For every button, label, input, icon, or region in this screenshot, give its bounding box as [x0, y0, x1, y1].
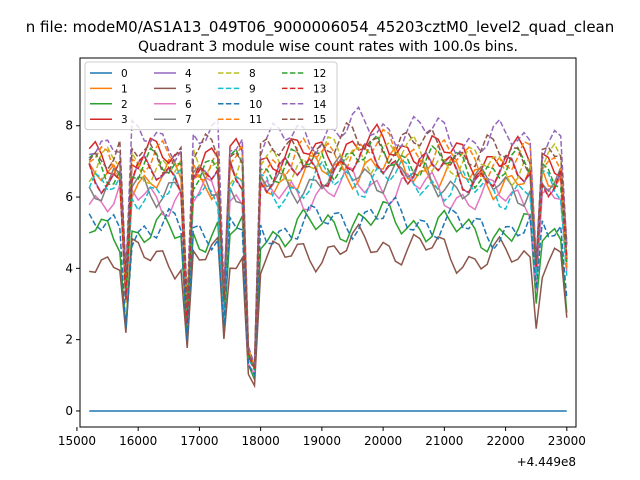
- series-line-2: [88, 200, 568, 380]
- legend-box: [84, 61, 338, 131]
- x-offset-label: +4.449e8: [517, 455, 576, 469]
- series-layer: [88, 105, 568, 412]
- y-tick-label: 0: [65, 404, 73, 418]
- legend-label-10: 10: [249, 99, 262, 111]
- series-line-11: [88, 128, 568, 368]
- plot-frame: [79, 57, 577, 428]
- y-tick-label: 4: [65, 261, 73, 275]
- legend-label-14: 14: [313, 99, 327, 111]
- x-tick-label: 22000: [486, 434, 524, 448]
- figure-suptitle: n file: modeM0/AS1A13_049T06_9000006054_…: [26, 18, 615, 37]
- x-tick-label: 21000: [425, 434, 463, 448]
- legend-label-3: 3: [121, 114, 128, 126]
- legend-label-0: 0: [121, 68, 128, 80]
- series-line-12: [88, 133, 568, 370]
- x-tick-label: 23000: [548, 434, 586, 448]
- legend-label-8: 8: [249, 68, 256, 80]
- x-tick-label: 17000: [180, 434, 218, 448]
- x-tick-label: 15000: [58, 434, 96, 448]
- y-tick-label: 2: [65, 333, 73, 347]
- series-line-5: [89, 223, 568, 389]
- series-line-3: [88, 122, 568, 369]
- x-tick-label: 20000: [364, 434, 402, 448]
- y-tick-label: 8: [65, 119, 73, 133]
- x-tick-label: 16000: [119, 434, 157, 448]
- x-tick-label: 18000: [242, 434, 280, 448]
- x-axis: 15000 16000 17000 18000 19000 20000 21000 22000…: [58, 427, 586, 448]
- x-tick-label: 19000: [303, 434, 341, 448]
- series-line-13: [88, 142, 568, 369]
- series-line-9: [88, 159, 568, 371]
- legend-label-7: 7: [185, 114, 192, 126]
- legend-label-12: 12: [313, 68, 326, 80]
- legend-label-11: 11: [249, 114, 262, 126]
- y-tick-label: 6: [65, 190, 73, 204]
- legend-label-9: 9: [249, 83, 256, 95]
- legend-label-2: 2: [121, 99, 128, 111]
- legend-label-1: 1: [121, 83, 128, 95]
- y-axis: 0 2 4 6 8: [65, 119, 80, 418]
- legend-label-4: 4: [185, 68, 192, 80]
- series-line-4: [88, 143, 568, 369]
- legend-label-15: 15: [313, 114, 326, 126]
- series-line-15: [88, 121, 568, 367]
- legend-label-6: 6: [185, 99, 192, 111]
- chart-title: Quadrant 3 module wise count rates with …: [138, 39, 518, 55]
- legend-label-13: 13: [313, 83, 326, 95]
- series-line-10: [88, 195, 568, 378]
- legend-label-5: 5: [185, 83, 192, 95]
